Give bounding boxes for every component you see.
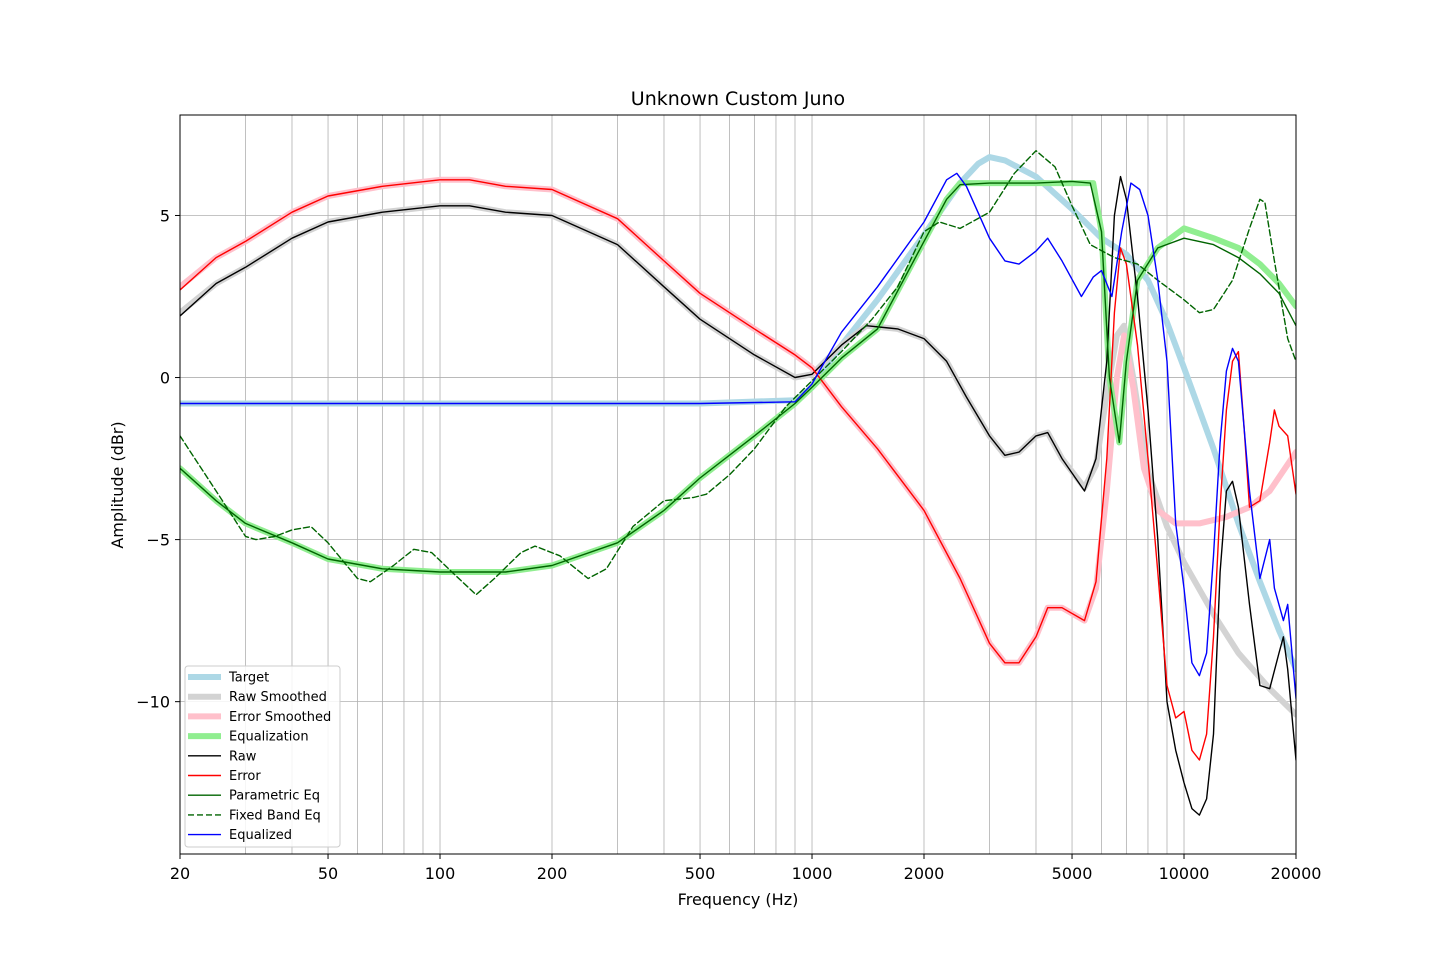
y-tick-label: −5 xyxy=(146,531,170,550)
legend-label: Equalization xyxy=(229,730,309,745)
legend-label: Fixed Band Eq xyxy=(229,808,321,823)
plot-frame xyxy=(179,114,1297,855)
x-tick-label: 20000 xyxy=(1271,864,1322,883)
x-tick-label: 5000 xyxy=(1052,864,1093,883)
legend-label: Error Smoothed xyxy=(229,710,331,725)
y-axis-title: Amplitude (dBr) xyxy=(108,421,127,548)
y-tick-label: 0 xyxy=(160,369,170,388)
legend-label: Target xyxy=(228,671,269,686)
series-layer xyxy=(180,150,1296,816)
series-line-fixed-band-eq xyxy=(180,150,1296,596)
chart-title: Unknown Custom Juno xyxy=(631,88,845,110)
series-line-raw xyxy=(180,175,1296,816)
x-axis-title: Frequency (Hz) xyxy=(678,890,799,909)
x-tick-label: 50 xyxy=(318,864,338,883)
legend-label: Raw xyxy=(229,749,257,764)
legend-label: Parametric Eq xyxy=(229,789,320,804)
x-tick-label: 10000 xyxy=(1159,864,1210,883)
legend-label: Raw Smoothed xyxy=(229,690,327,705)
series-line-parametric-eq xyxy=(180,180,1296,573)
axis-ticks: 20 50 100 200 500 1000 2000 5000 10000 2000050−5−… xyxy=(136,206,1321,883)
x-tick-label: 100 xyxy=(425,864,456,883)
series-line-equalized xyxy=(180,172,1296,700)
y-tick-label: −10 xyxy=(136,693,170,712)
x-tick-label: 2000 xyxy=(904,864,945,883)
series-line-error xyxy=(180,179,1296,761)
legend-box xyxy=(184,665,341,848)
x-tick-label: 1000 xyxy=(792,864,833,883)
x-tick-label: 20 xyxy=(170,864,190,883)
x-tick-label: 500 xyxy=(685,864,716,883)
y-tick-label: 5 xyxy=(160,206,170,225)
legend: Target Raw Smoothed Error Smoothed Equaliza… xyxy=(184,665,341,848)
x-tick-label: 200 xyxy=(537,864,568,883)
legend-label: Equalized xyxy=(229,828,292,843)
legend-label: Error xyxy=(229,769,261,784)
